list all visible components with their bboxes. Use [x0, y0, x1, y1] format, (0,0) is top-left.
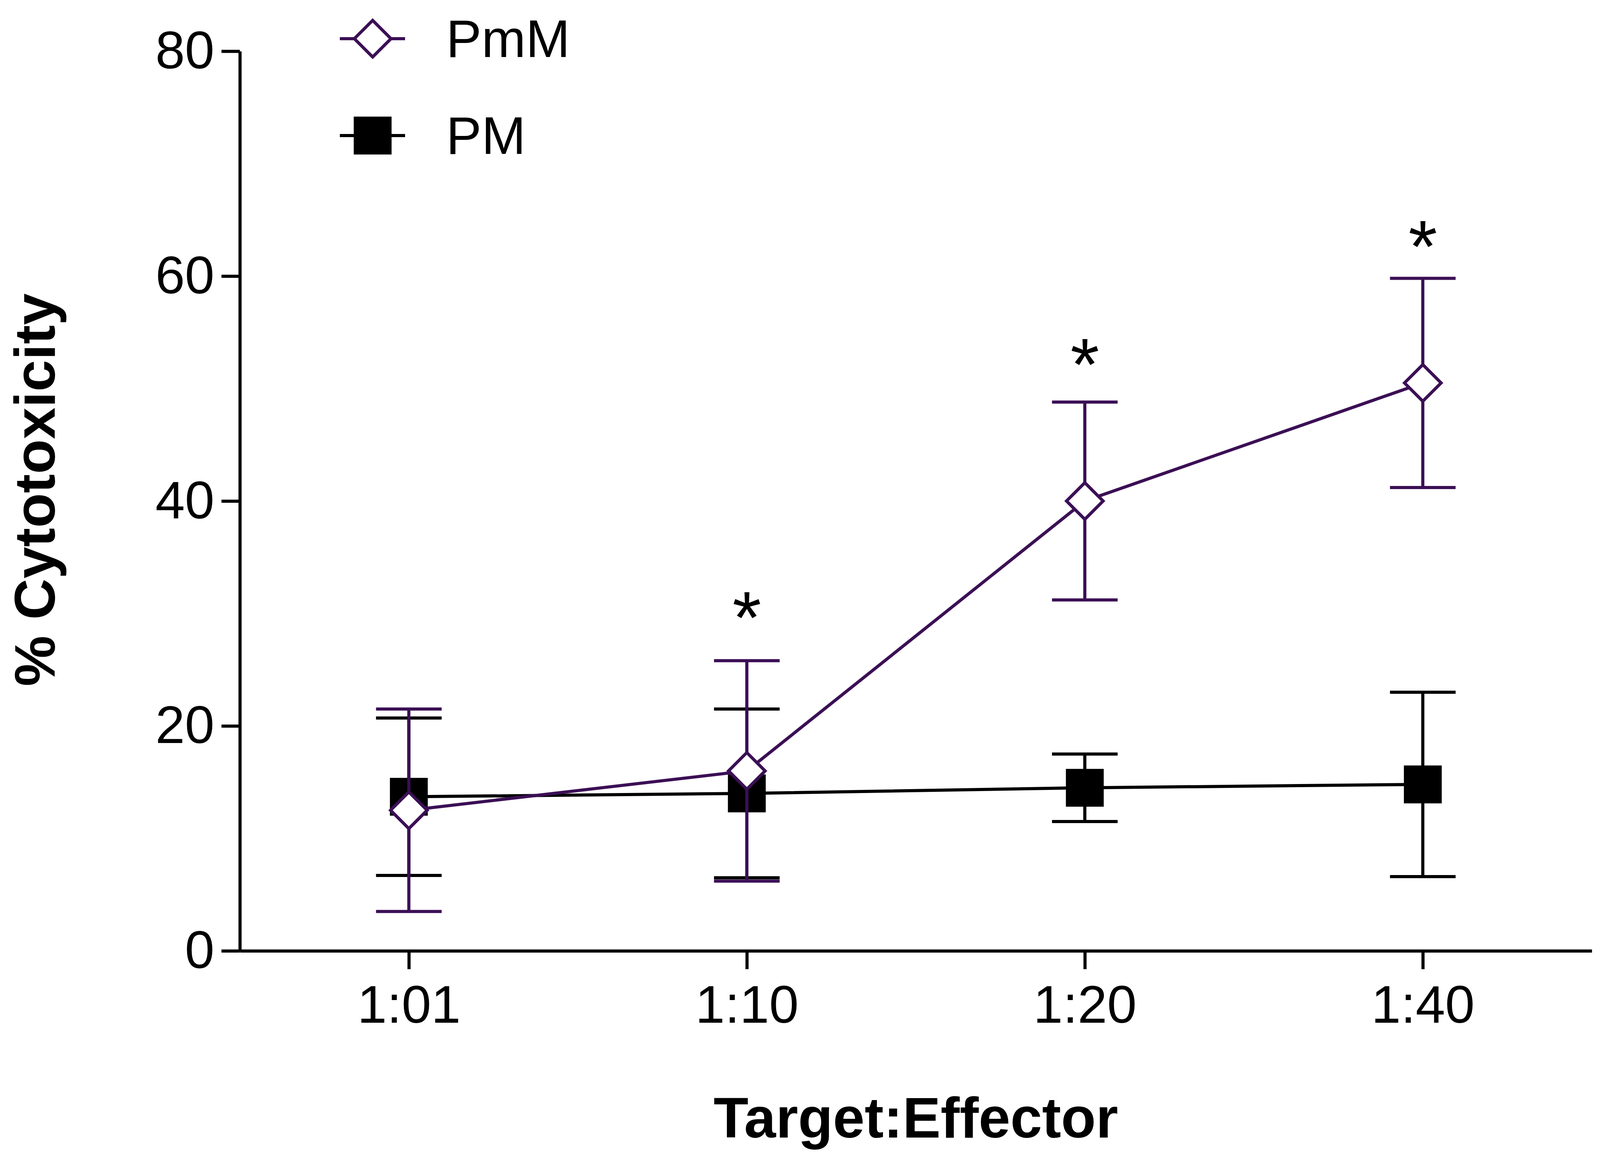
error-bar [1051, 401, 1118, 600]
error-bar [376, 708, 442, 912]
y-tick-mark [221, 274, 240, 278]
y-tick-mark [221, 499, 240, 503]
annotation: * [1408, 204, 1438, 288]
error-bar [1051, 753, 1118, 822]
data-point [1405, 767, 1441, 802]
x-axis: 1:01 1:10 1:20 1:40 [240, 950, 1593, 1034]
x-tick-label: 1:40 [1371, 974, 1475, 1034]
series-line [408, 784, 1424, 797]
y-tick: 40 [155, 470, 240, 530]
annotation: * [1070, 322, 1100, 406]
x-tick: 1:20 [1033, 950, 1137, 1034]
legend-marker [354, 20, 392, 58]
data-point [390, 791, 428, 829]
y-tick-mark [221, 724, 240, 728]
y-tick-mark [221, 50, 240, 54]
legend-label: PmM [446, 8, 570, 69]
error-bar [714, 660, 780, 881]
y-tick: 80 [155, 20, 240, 80]
y-axis: 0 20 40 60 80 [155, 20, 241, 980]
y-tick-label: 60 [155, 245, 215, 305]
legend-entry: PM [339, 105, 526, 166]
series-pm [376, 692, 1456, 878]
x-tick-mark [407, 950, 411, 970]
legend-entry: PmM [339, 8, 570, 69]
x-tick-mark [1421, 950, 1425, 970]
y-tick-label: 0 [184, 919, 215, 980]
legend-marker [355, 118, 391, 154]
x-axis-line [240, 949, 1593, 953]
x-axis-title: Target:Effector [713, 1085, 1119, 1150]
data-point [1404, 364, 1442, 402]
error-bar [1389, 278, 1456, 488]
x-tick-mark [745, 950, 749, 970]
y-tick-mark [221, 949, 240, 953]
legend: PmM PM [339, 8, 570, 166]
error-bar [1389, 692, 1456, 877]
y-axis-title: % Cytotoxicity [3, 293, 67, 687]
chart: 0 20 40 60 80 1:01 1:10 1:20 1:40 Target:Effector… [0, 0, 1600, 1161]
x-tick-label: 1:20 [1033, 974, 1137, 1034]
x-tick: 1:40 [1371, 950, 1475, 1034]
legend-label: PM [446, 105, 526, 166]
series-pmm [376, 278, 1456, 912]
x-tick: 1:10 [695, 950, 799, 1034]
plot-area [376, 278, 1456, 912]
y-tick-label: 20 [155, 694, 215, 755]
y-tick-label: 80 [155, 20, 215, 80]
x-tick-label: 1:10 [695, 974, 799, 1034]
series-line [408, 382, 1424, 811]
x-tick-label: 1:01 [357, 974, 461, 1034]
y-tick: 60 [155, 245, 240, 305]
x-tick-mark [1083, 950, 1087, 970]
data-point [728, 752, 766, 790]
y-tick: 20 [155, 694, 240, 755]
data-point [1067, 770, 1103, 806]
y-tick: 0 [184, 919, 240, 980]
x-tick: 1:01 [357, 950, 461, 1034]
y-tick-label: 40 [155, 470, 215, 530]
data-point [1066, 482, 1104, 520]
annotation: * [732, 575, 762, 659]
